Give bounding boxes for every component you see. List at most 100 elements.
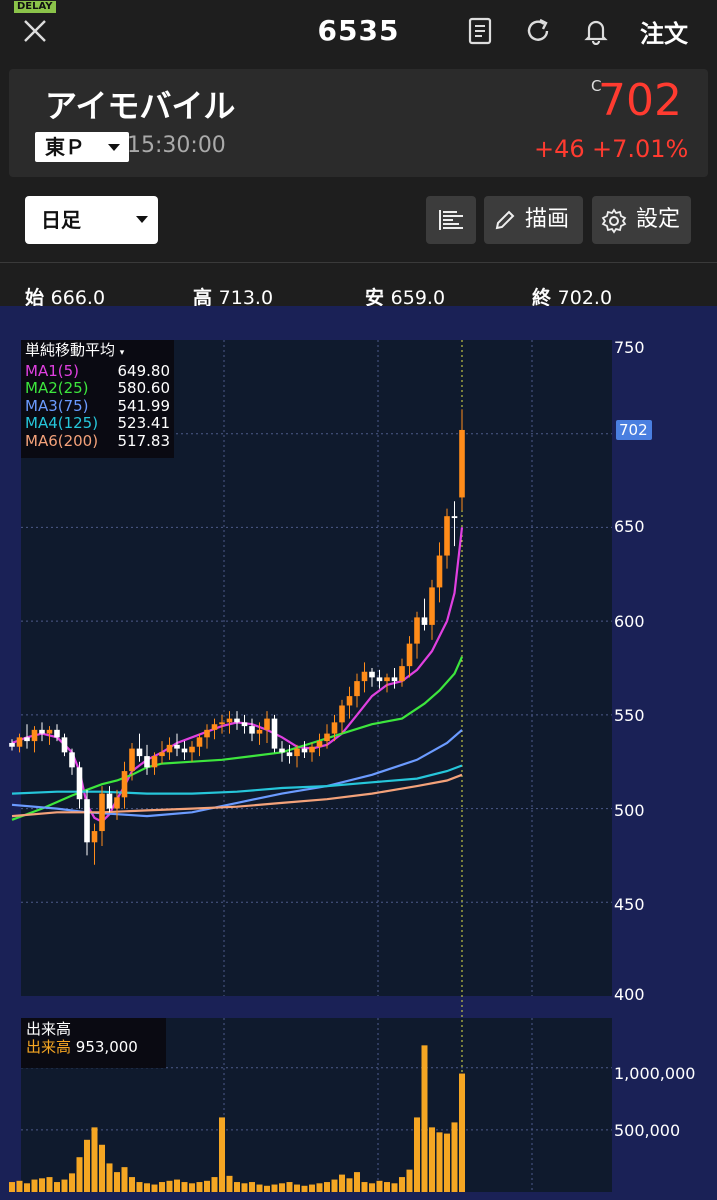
volume-bar [196,1182,203,1192]
document-icon[interactable] [466,17,494,45]
volume-bar [234,1182,240,1192]
ohlc-close-value: 702.0 [557,287,613,309]
candle-body [309,746,315,753]
bars-icon [439,210,463,230]
candle-body [279,748,285,753]
volume-bar [436,1132,443,1192]
delay-badge: DELAY [14,1,56,13]
volume-bar [316,1183,323,1192]
candle-body [271,718,278,749]
volume-bar [406,1169,413,1192]
chart-area[interactable]: 単純移動平均 ▾ MA1(5) 649.80 MA2(25) 580.60 MA3(… [0,306,717,1200]
candle-body [31,729,38,742]
ohlc-open: 始 666.0 [25,283,105,310]
volume-bar [106,1163,113,1192]
volume-bar [31,1179,38,1192]
price-tick-label: 600 [614,612,645,631]
volume-bar [369,1183,375,1192]
candle-body [331,722,338,734]
candle-body [159,752,165,757]
period-select[interactable]: 日足 [25,196,158,244]
indicator-button[interactable] [426,196,476,244]
volume-bar [429,1127,435,1192]
volume-bar [346,1178,353,1192]
pencil-icon [495,210,515,230]
candle-body [84,799,90,843]
volume-bar [219,1117,225,1192]
volume-bar [301,1185,308,1192]
ma-line [11,764,463,795]
ma-legend[interactable]: 単純移動平均 ▾ MA1(5) 649.80 MA2(25) 580.60 MA3(… [21,340,174,458]
volume-bar [324,1182,330,1192]
bell-icon[interactable] [582,17,610,45]
price-tick-label: 400 [614,985,645,1004]
settings-button-label: 設定 [636,207,681,232]
volume-bar [331,1179,338,1192]
candle-body [54,729,60,738]
volume-bar [54,1182,60,1192]
candle-body [46,729,53,734]
candle-body [369,671,375,678]
stock-code: 6535 [317,14,400,47]
volume-bar [69,1173,75,1192]
candle-body [301,748,308,753]
ohlc-low-value: 659.0 [390,287,446,309]
ma-legend-row: MA3(75) 541.99 [25,396,170,415]
candle-body [91,831,98,843]
volume-bar [39,1178,45,1192]
market-select-value: 東Ｐ [45,135,85,159]
volume-bar [226,1175,233,1192]
candle-body [9,742,15,747]
ma-line [11,773,463,818]
ohlc-low-label: 安 [365,287,385,309]
stock-name: アイモバイル [45,87,236,125]
candle-body [166,744,173,753]
market-select[interactable]: 東Ｐ [35,132,129,162]
top-bar: DELAY 6535 注文 [0,0,717,64]
volume-bar [451,1122,458,1192]
volume-bar [76,1157,83,1192]
ma-legend-row: MA4(125) 523.41 [25,414,170,432]
volume-bar [121,1167,128,1192]
close-icon[interactable] [22,18,48,44]
volume-bar [159,1182,165,1192]
candle-body [451,516,458,519]
ohlc-close: 終 702.0 [532,283,612,310]
candle-body [459,429,465,498]
volume-bar [166,1180,173,1192]
volume-bar [181,1182,188,1192]
candle-body [384,677,390,682]
volume-tick-label: 500,000 [614,1121,681,1140]
volume-bar [271,1184,278,1192]
candle-body [316,741,323,747]
price-change: +46 [534,135,585,163]
settings-button[interactable]: 設定 [592,196,691,244]
candle-body [151,756,158,768]
order-button[interactable]: 注文 [640,20,688,48]
candle-body [136,748,143,757]
ma-legend-row: MA6(200) 517.83 [25,431,170,450]
candle-body [69,752,75,768]
candle-body [106,793,113,809]
refresh-icon[interactable] [524,17,552,45]
draw-button[interactable]: 描画 [484,196,583,244]
candle-body [174,744,180,749]
candle-body [24,737,30,742]
divider [0,262,717,263]
volume-bar [421,1045,428,1192]
volume-bar [256,1184,263,1192]
candle-body [249,726,255,734]
candle-body [286,752,293,757]
volume-legend: 出来高 出来高 953,000 [21,1018,166,1068]
price-tick-label: 750 [614,338,645,357]
candle-body [219,722,225,725]
candle-body [406,643,413,667]
volume-bar [144,1183,150,1192]
volume-bar [399,1177,405,1192]
volume-bar [391,1183,398,1192]
volume-bar [286,1182,293,1192]
ohlc-low: 安 659.0 [365,283,445,310]
chevron-down-icon [136,216,148,223]
ohlc-high-label: 高 [193,287,213,309]
candle-body [234,718,240,723]
